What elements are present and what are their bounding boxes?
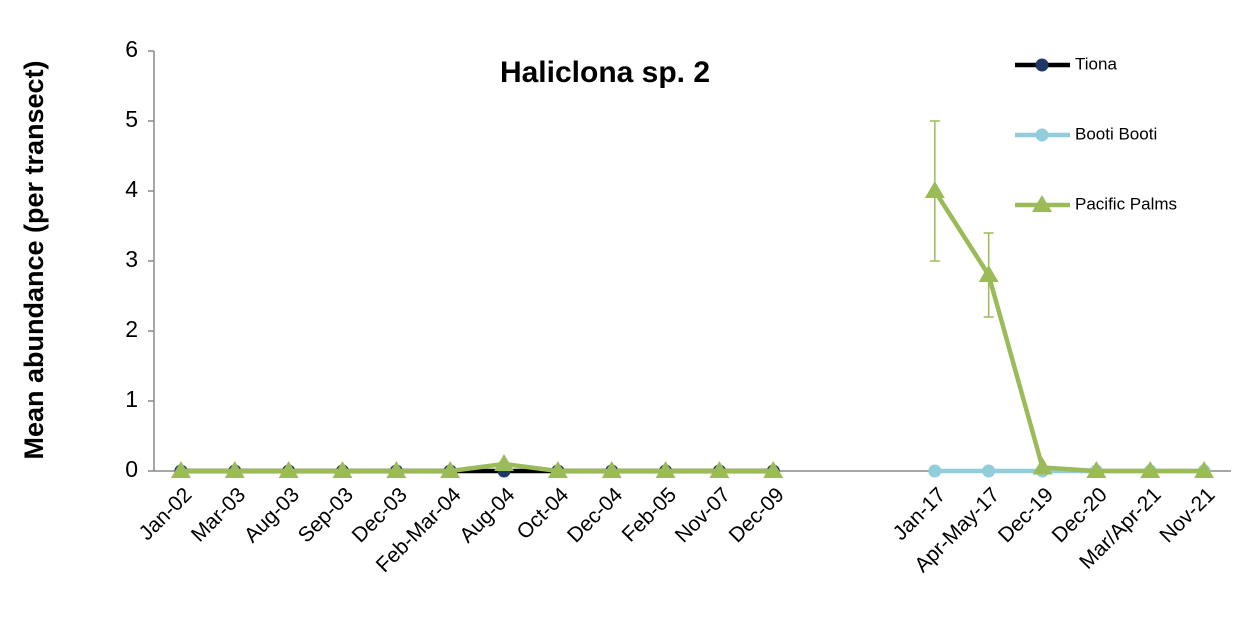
data-point	[278, 461, 299, 478]
data-point	[170, 461, 191, 478]
x-tick-label: Sep-03	[294, 483, 358, 547]
data-point	[1032, 457, 1053, 475]
legend-label: Booti Booti	[1075, 124, 1157, 143]
x-tick-label: Dec-04	[563, 483, 627, 547]
data-point	[386, 461, 407, 478]
data-point	[709, 461, 730, 478]
x-tick-label: Dec-09	[725, 483, 789, 547]
data-point	[978, 265, 999, 282]
x-tick-label: Aug-04	[455, 483, 519, 547]
data-point	[494, 454, 515, 471]
data-point	[928, 464, 942, 478]
x-tick-label: Aug-03	[240, 483, 304, 547]
y-tick-label: 6	[125, 36, 138, 62]
x-tick-label: Nov-21	[1155, 483, 1219, 547]
x-tick-label: Dec-19	[994, 483, 1058, 547]
y-axis-label: Mean abundance (per transect)	[19, 60, 49, 459]
data-point	[332, 461, 353, 478]
data-point	[547, 461, 568, 478]
x-tick-label: Mar-03	[187, 483, 250, 546]
x-tick-label: Jan-02	[135, 483, 197, 545]
legend-label: Tiona	[1075, 54, 1117, 73]
legend-label: Pacific Palms	[1075, 194, 1177, 213]
x-tick-label: Oct-04	[512, 483, 573, 544]
y-tick-label: 4	[125, 176, 138, 202]
data-point	[1140, 461, 1161, 478]
y-tick-label: 3	[125, 246, 138, 272]
data-point	[440, 461, 461, 478]
data-point	[982, 464, 996, 478]
data-point	[601, 461, 622, 478]
y-tick-label: 5	[125, 106, 138, 132]
legend-marker	[1035, 58, 1049, 72]
data-point	[224, 461, 245, 478]
data-point	[1194, 461, 1215, 478]
legend-marker	[1032, 195, 1052, 212]
chart-title: Haliclona sp. 2	[500, 56, 710, 89]
x-tick-label: Feb-05	[618, 483, 681, 546]
x-tick-label: Nov-07	[671, 483, 735, 547]
data-point	[655, 461, 676, 478]
y-tick-label: 2	[125, 316, 138, 342]
y-tick-label: 1	[125, 386, 138, 412]
data-point	[763, 461, 784, 478]
series-line	[180, 189, 1205, 474]
legend-marker	[1035, 128, 1049, 142]
data-point	[1086, 461, 1107, 478]
data-point	[924, 181, 945, 198]
y-tick-label: 0	[125, 456, 138, 482]
